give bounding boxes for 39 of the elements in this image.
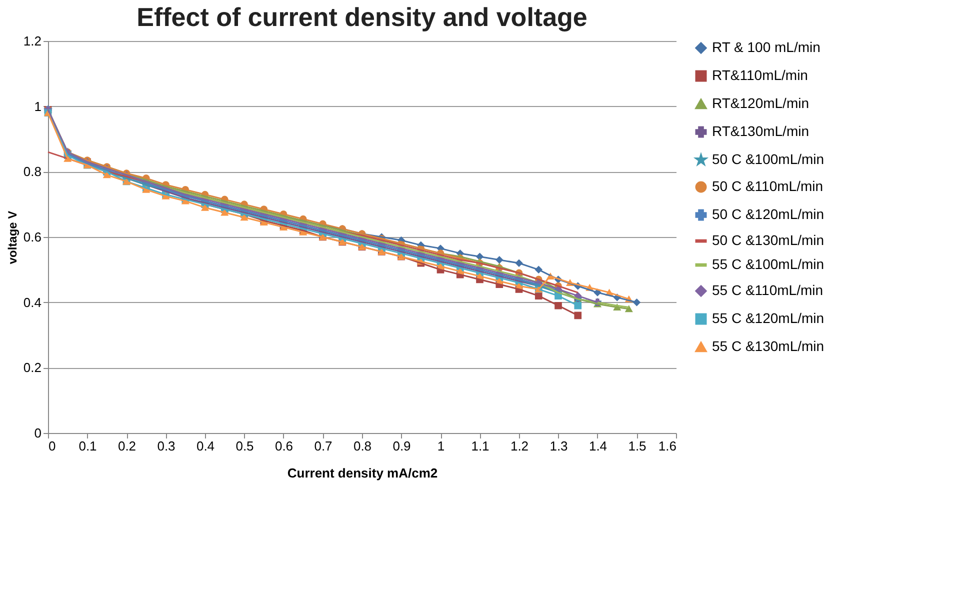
legend-label: 50 C &120mL/min [712,206,824,222]
y-tick-label: 1.2 [23,34,42,48]
legend-label: 55 C &120mL/min [712,310,824,326]
x-tick-label: 1.1 [471,438,490,454]
x-tick-label: 0.3 [157,438,176,454]
legend-label: 50 C &130mL/min [712,232,824,248]
x-tick-label: 1 [437,438,445,454]
y-tick-label: 0.2 [23,360,42,376]
legend-label: 55 C &100mL/min [712,256,824,272]
y-tick-label: 0.6 [23,230,42,244]
legend-label: RT&120mL/min [712,95,810,111]
x-tick-label: 0.9 [392,438,411,454]
y-tick-label: 1 [34,98,42,114]
x-axis-title: Current density mA/cm2 [287,466,438,480]
y-tick-label: 0.4 [23,294,42,310]
x-tick-label: 1.2 [510,438,529,454]
chart-title: Effect of current density and voltage [136,2,588,32]
x-tick-label: 0 [48,438,56,454]
x-tick-label: 0.1 [78,438,97,454]
x-tick-label: 0.8 [353,438,372,454]
x-tick-label: 0.7 [314,438,332,454]
x-tick-label: 1.6 [658,438,676,454]
y-tick-label: 0 [34,426,42,440]
y-axis-title: voltage V [5,210,20,264]
legend-label: 50 C &110mL/min [712,178,824,194]
legend-label: 55 C &110mL/min [712,282,824,298]
x-tick-label: 0.6 [274,438,294,454]
legend-label: RT & 100 mL/min [712,39,820,55]
legend-label: 55 C &130mL/min [712,338,824,354]
x-tick-label: 0.5 [236,438,254,454]
x-tick-label: 1.5 [628,438,646,454]
legend-label: RT&130mL/min [712,123,810,139]
x-tick-label: 1.3 [550,438,568,454]
y-tick-label: 0.8 [23,164,42,180]
legend-label: 50 C &100mL/min [712,151,824,167]
x-tick-label: 0.2 [118,438,136,454]
legend-label: RT&110mL/min [712,67,808,83]
x-tick-label: 0.4 [196,438,215,454]
x-tick-label: 1.4 [588,438,608,454]
